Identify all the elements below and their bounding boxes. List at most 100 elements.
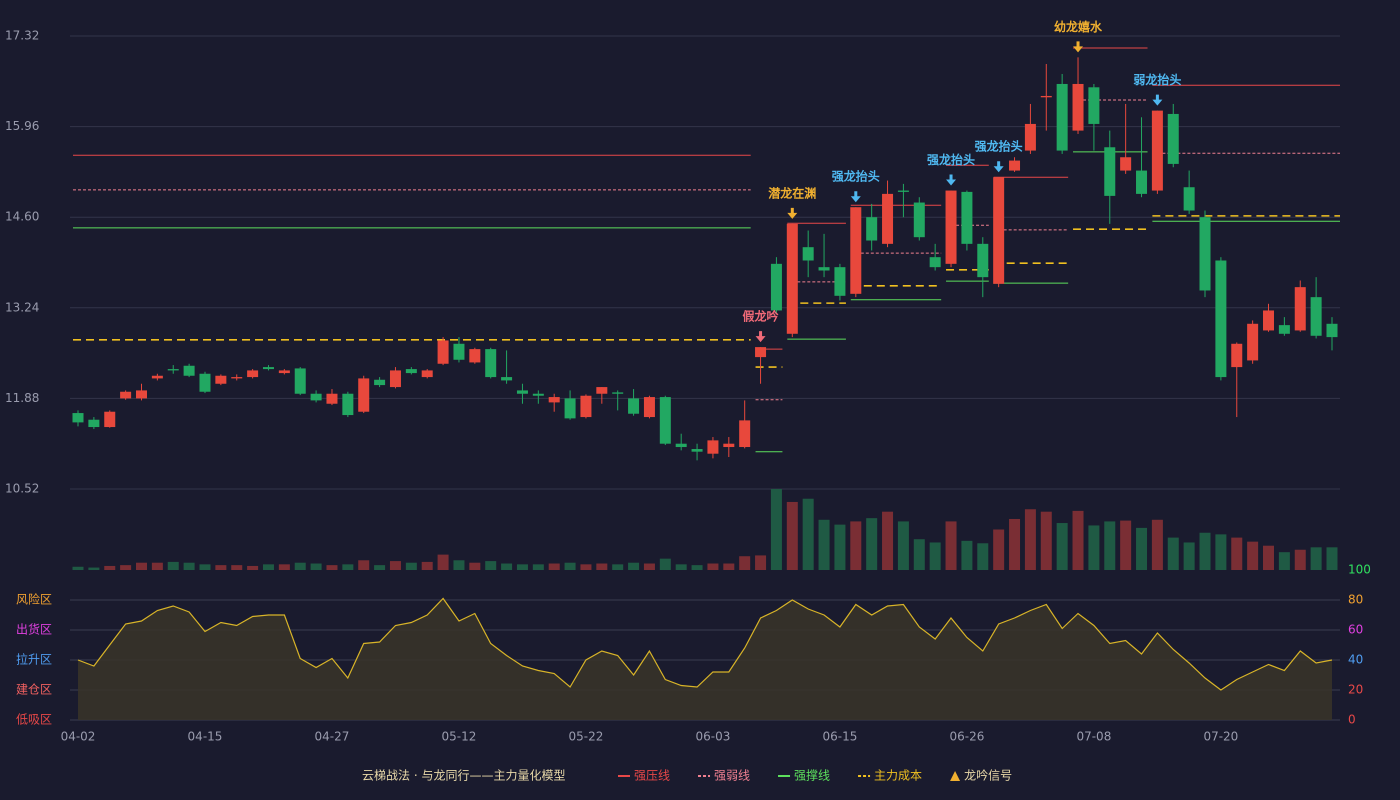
volume-bar [389, 561, 401, 570]
candle-body [247, 370, 259, 378]
volume-bar [707, 563, 719, 570]
signal-arrow [755, 331, 766, 343]
volume-bar [1215, 534, 1227, 570]
volume-bar [374, 565, 386, 570]
candle-body [294, 368, 306, 394]
volume-bar [469, 562, 481, 570]
zone-label: 拉升区 [16, 652, 52, 667]
candle-body [1326, 323, 1338, 338]
volume-bar [1263, 545, 1275, 570]
volume-bar [532, 564, 544, 570]
candle-body [358, 378, 370, 412]
volume-bar [866, 518, 878, 570]
candle-body [929, 257, 941, 268]
signal-arrow [993, 161, 1004, 173]
zone-label: 低吸区 [16, 713, 52, 727]
signal-arrow [946, 174, 957, 186]
signal-arrow [787, 207, 798, 219]
volume-bar [723, 563, 735, 570]
signal-label: 弱龙抬头 [1133, 72, 1181, 87]
candle-body [1151, 110, 1163, 191]
volume-bar [453, 560, 465, 570]
candle-body [151, 375, 163, 379]
volume-bar [151, 562, 163, 570]
candle-body [1247, 323, 1259, 361]
candle-body [707, 440, 719, 454]
candle-body [104, 411, 116, 428]
candle-body [1231, 343, 1243, 368]
volume-bar [675, 564, 687, 570]
volume-bar [691, 565, 703, 570]
zone-label: 出货区 [16, 622, 52, 637]
volume-bar [135, 562, 147, 570]
volume-bar [405, 562, 417, 570]
candle-body [1199, 217, 1211, 291]
candle-body [897, 190, 909, 192]
candle-body [469, 349, 481, 363]
volume-bar [167, 561, 179, 570]
volume-bar [770, 489, 782, 570]
candle-body [374, 379, 386, 386]
candle-body [977, 243, 989, 278]
candle-body [278, 370, 290, 374]
candle-body [1056, 83, 1068, 151]
volume-bar [1056, 523, 1068, 570]
volume-bar [548, 563, 560, 570]
volume-bar [88, 567, 100, 570]
candle-body [342, 393, 354, 416]
volume-bar [755, 555, 767, 570]
volume-bar [659, 558, 671, 570]
y-tick-label: 10.52 [5, 482, 39, 496]
indicator-tick-label: 80 [1348, 593, 1363, 607]
volume-bar [802, 498, 814, 570]
volume-bar [1278, 552, 1290, 570]
volume-bar [977, 543, 989, 570]
y-tick-label: 15.96 [5, 119, 39, 133]
candle-body [913, 202, 925, 238]
volume-bar [628, 562, 640, 570]
x-tick-label: 07-20 [1203, 730, 1238, 744]
candle-body [405, 369, 417, 374]
candle-body [167, 369, 179, 371]
volume-bar [882, 511, 894, 570]
candle-body [72, 413, 84, 423]
volume-bar [421, 561, 433, 570]
candle-body [802, 247, 814, 261]
candle-body [1310, 297, 1322, 336]
y-tick-label: 17.32 [5, 29, 39, 43]
volume-bar [1231, 537, 1243, 570]
x-tick-label: 06-15 [822, 730, 857, 744]
indicator-tick-label: 60 [1348, 623, 1363, 637]
candle-body [231, 377, 243, 379]
candle-body [1072, 83, 1084, 131]
volume-bar [326, 565, 338, 570]
volume-bar [834, 524, 846, 570]
volume-bar [1326, 547, 1338, 570]
volume-bar [945, 521, 957, 570]
candle-body [580, 395, 592, 418]
candle-body [1024, 123, 1036, 151]
legend-label: 主力成本 [874, 769, 922, 783]
candle-body [1104, 147, 1116, 196]
volume-bar [278, 564, 290, 570]
indicator-line [77, 597, 1333, 691]
candle-body [882, 193, 894, 244]
candle-body [691, 449, 703, 452]
volume-bar [358, 560, 370, 570]
volume-bar [993, 529, 1005, 570]
candle-body [1167, 113, 1179, 164]
volume-bar [1247, 541, 1259, 570]
volume-bar [199, 564, 211, 570]
signal-label: 强龙抬头 [927, 152, 975, 167]
y-tick-label: 13.24 [5, 300, 39, 314]
volume-bar [786, 501, 798, 570]
volume-bar [897, 521, 909, 570]
volume-bar [612, 564, 624, 570]
signal-arrow [1073, 41, 1084, 53]
volume-bar [104, 565, 116, 570]
candle-body [326, 393, 338, 404]
x-tick-label: 04-27 [315, 730, 350, 744]
candle-body [183, 365, 195, 376]
